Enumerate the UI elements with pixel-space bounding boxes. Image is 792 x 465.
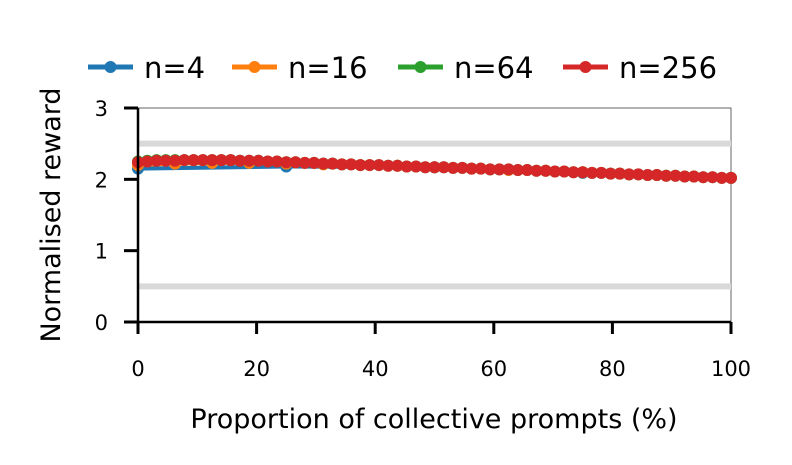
data-point-n=256 <box>706 171 719 184</box>
data-point-n=256 <box>206 154 219 167</box>
data-point-n=256 <box>345 158 358 171</box>
x-tick-label: 100 <box>711 357 751 381</box>
legend-marker-n=4 <box>104 61 117 73</box>
data-point-n=256 <box>456 161 469 174</box>
data-point-n=256 <box>632 168 645 181</box>
legend-label-n=16: n=16 <box>288 51 368 85</box>
legend: n=4 n=16 n=64 n=256 <box>88 51 717 85</box>
data-point-n=256 <box>224 154 237 167</box>
data-point-n=256 <box>539 164 552 177</box>
data-point-n=256 <box>150 154 163 167</box>
data-point-n=256 <box>169 154 182 167</box>
data-point-n=256 <box>289 156 302 169</box>
x-tick-label: 60 <box>480 357 507 381</box>
y-tick-label: 1 <box>95 240 108 264</box>
data-point-n=256 <box>400 160 413 173</box>
data-point-n=256 <box>178 154 191 167</box>
data-point-n=256 <box>233 154 246 167</box>
x-tick-label: 80 <box>599 357 626 381</box>
y-tick-label: 3 <box>95 97 108 121</box>
data-point-n=256 <box>521 164 534 177</box>
data-point-n=256 <box>159 154 172 167</box>
data-point-n=256 <box>678 170 691 183</box>
y-axis-title: Normalised reward <box>36 87 67 342</box>
x-tick-label: 0 <box>131 357 144 381</box>
data-point-n=256 <box>623 168 636 181</box>
data-point-n=256 <box>687 170 700 183</box>
y-tick-label: 0 <box>95 311 108 335</box>
plot-frame <box>137 107 732 323</box>
data-point-n=256 <box>697 171 710 184</box>
data-point-n=256 <box>669 169 682 182</box>
data-point-n=256 <box>502 163 515 176</box>
data-point-n=256 <box>474 162 487 175</box>
data-point-n=256 <box>372 159 385 172</box>
x-tick-label: 20 <box>243 357 270 381</box>
data-point-n=256 <box>280 156 293 169</box>
x-axis-title: Proportion of collective prompts (%) <box>190 404 677 435</box>
data-point-n=256 <box>558 165 571 178</box>
data-point-n=256 <box>660 169 673 182</box>
data-point-n=256 <box>484 163 497 176</box>
plot-area <box>132 107 737 323</box>
data-point-n=256 <box>187 154 200 167</box>
legend-label-n=4: n=4 <box>144 51 205 85</box>
data-point-n=256 <box>493 163 506 176</box>
data-point-n=256 <box>243 154 256 167</box>
data-point-n=256 <box>604 167 617 180</box>
data-point-n=256 <box>391 159 404 172</box>
data-point-n=256 <box>409 160 422 173</box>
data-point-n=256 <box>298 156 311 169</box>
data-point-n=256 <box>354 159 367 172</box>
data-point-n=256 <box>335 158 348 171</box>
legend-marker-n=256 <box>579 61 592 73</box>
data-point-n=256 <box>613 167 626 180</box>
data-point-n=256 <box>576 166 589 179</box>
data-point-n=256 <box>419 161 432 174</box>
data-point-n=256 <box>595 166 608 179</box>
data-point-n=256 <box>308 156 321 169</box>
data-point-n=256 <box>363 159 376 172</box>
data-point-n=256 <box>252 154 265 167</box>
data-point-n=256 <box>725 171 737 184</box>
data-point-n=256 <box>530 164 543 177</box>
data-point-n=256 <box>382 159 395 172</box>
y-tick-label: 2 <box>95 168 108 192</box>
legend-marker-n=64 <box>414 61 427 73</box>
data-point-n=256 <box>215 154 228 167</box>
data-point-n=256 <box>141 155 154 168</box>
data-point-n=256 <box>270 155 283 168</box>
data-point-n=256 <box>511 164 524 177</box>
data-point-n=256 <box>196 154 209 167</box>
data-point-n=256 <box>437 161 450 174</box>
data-point-n=256 <box>465 162 478 175</box>
data-point-n=256 <box>567 166 580 179</box>
data-point-n=256 <box>641 169 654 182</box>
legend-label-n=256: n=256 <box>619 51 717 85</box>
data-point-n=256 <box>447 161 460 174</box>
data-point-n=256 <box>650 169 663 182</box>
axes: 0 20 40 60 80 100 0 1 2 3 <box>95 97 751 381</box>
data-point-n=256 <box>715 171 728 184</box>
x-tick-label: 40 <box>362 357 389 381</box>
legend-label-n=64: n=64 <box>454 51 534 85</box>
data-point-n=256 <box>261 155 274 168</box>
legend-marker-n=16 <box>248 61 261 73</box>
data-point-n=256 <box>428 161 441 174</box>
data-point-n=256 <box>586 166 599 179</box>
data-point-n=256 <box>326 157 339 170</box>
data-point-n=256 <box>548 165 561 178</box>
data-point-n=256 <box>317 157 330 170</box>
